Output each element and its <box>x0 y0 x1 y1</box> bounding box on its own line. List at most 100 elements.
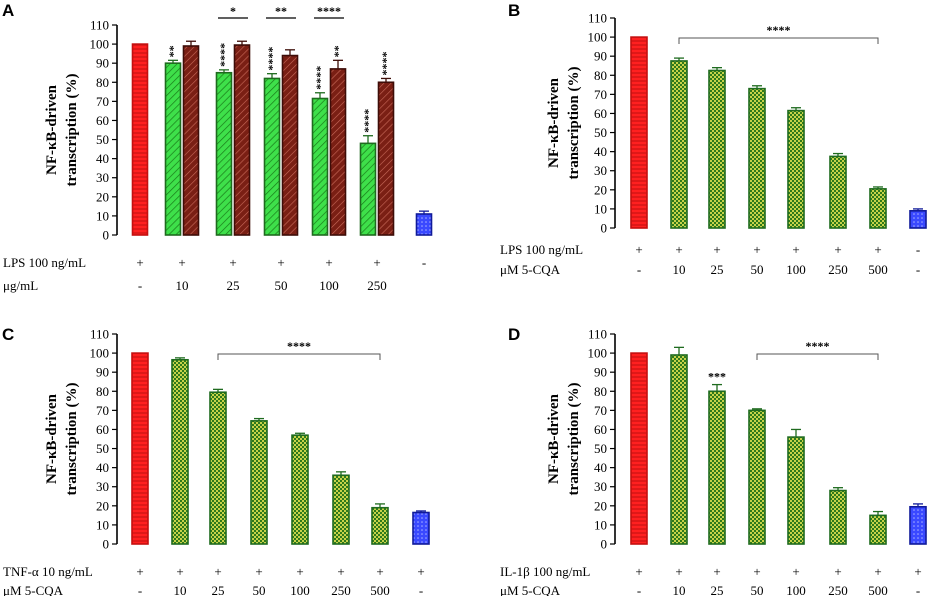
row-value-treatment: - <box>422 255 426 270</box>
row-value-concentration: 250 <box>828 262 848 277</box>
y-axis-label-line: transcription (%) <box>566 383 582 496</box>
row-value-treatment: + <box>792 564 799 579</box>
bar-blue <box>909 505 927 545</box>
y-tick-label: 20 <box>594 182 607 197</box>
y-tick-label: 100 <box>90 37 110 52</box>
row-value-treatment: + <box>834 242 841 257</box>
row-label-concentration: μM 5-CQA <box>500 262 561 277</box>
row-value-concentration: 25 <box>227 278 240 293</box>
bracket-significance-stars: **** <box>287 339 311 353</box>
y-tick-label: 0 <box>103 537 110 552</box>
row-value-concentration: 10 <box>176 278 189 293</box>
y-tick-label: 0 <box>601 221 608 236</box>
y-tick-label: 100 <box>588 346 608 361</box>
row-value-concentration: 250 <box>828 583 848 596</box>
y-tick-label: 30 <box>96 479 109 494</box>
row-label-concentration: μM 5-CQA <box>3 583 64 596</box>
row-value-treatment: + <box>376 564 383 579</box>
bar-khaki <box>332 474 350 545</box>
y-tick-label: 40 <box>594 144 607 159</box>
significance-stars: **** <box>361 109 375 133</box>
row-value-treatment: + <box>874 242 881 257</box>
bar-khaki <box>829 489 847 545</box>
row-label-treatment: LPS 100 ng/mL <box>3 255 86 270</box>
bar-khaki <box>708 69 726 229</box>
row-value-concentration: - <box>916 262 920 277</box>
bar-control <box>131 352 149 545</box>
y-tick-label: 50 <box>594 125 607 140</box>
y-tick-label: 110 <box>90 327 109 342</box>
y-tick-label: 90 <box>96 365 109 380</box>
y-tick-label: 40 <box>96 460 109 475</box>
y-tick-label: 70 <box>96 94 109 109</box>
y-tick-label: 0 <box>103 228 110 243</box>
row-value-concentration: 100 <box>786 583 806 596</box>
y-tick-label: 60 <box>96 422 109 437</box>
bracket-significance-stars: **** <box>806 339 830 353</box>
bar-brown <box>182 45 200 236</box>
row-value-concentration: 500 <box>868 262 888 277</box>
row-value-treatment: + <box>255 564 262 579</box>
significance-stars: *** <box>708 370 726 384</box>
row-value-concentration: 50 <box>253 583 266 596</box>
row-value-concentration: 10 <box>673 583 686 596</box>
significance-stars: ** <box>166 45 180 57</box>
row-value-concentration: 500 <box>868 583 888 596</box>
y-axis-label-line: NF-κB-driven <box>44 393 60 484</box>
panel-letter-c: C <box>2 325 14 344</box>
y-tick-label: 30 <box>594 479 607 494</box>
bar-khaki <box>787 436 805 545</box>
row-value-treatment: + <box>753 564 760 579</box>
row-value-treatment: + <box>337 564 344 579</box>
y-tick-label: 50 <box>96 132 109 147</box>
y-axis-label-line: NF-κB-driven <box>546 393 562 484</box>
bar-control <box>131 43 149 236</box>
y-tick-label: 10 <box>96 208 109 223</box>
bar-blue <box>412 511 430 545</box>
y-axis-label-line: NF-κB-driven <box>44 84 60 175</box>
bar-khaki <box>829 155 847 229</box>
y-tick-label: 10 <box>594 517 607 532</box>
pair-significance-stars: ** <box>275 4 287 18</box>
row-value-treatment: + <box>417 564 424 579</box>
significance-stars: **** <box>313 66 327 90</box>
row-value-treatment: + <box>373 255 380 270</box>
row-value-treatment: + <box>635 564 642 579</box>
row-value-treatment: + <box>229 255 236 270</box>
panel-letter-b: B <box>508 1 520 20</box>
y-axis-label-d: NF-κB-driven transcription (%) <box>546 383 582 496</box>
bar-khaki <box>748 409 766 545</box>
row-value-treatment: + <box>136 255 143 270</box>
pair-significance-stars: * <box>230 4 236 18</box>
y-axis-label-line: transcription (%) <box>64 383 80 496</box>
bar-khaki <box>869 188 887 229</box>
y-tick-label: 70 <box>96 403 109 418</box>
y-tick-label: 70 <box>594 87 607 102</box>
y-tick-label: 10 <box>96 517 109 532</box>
y-tick-label: 50 <box>594 441 607 456</box>
bar-brown <box>329 68 347 236</box>
significance-bracket <box>217 353 381 360</box>
y-tick-label: 110 <box>588 11 607 26</box>
row-value-concentration: - <box>916 583 920 596</box>
row-value-concentration: 100 <box>786 262 806 277</box>
row-value-concentration: 250 <box>367 278 387 293</box>
y-tick-label: 100 <box>90 346 110 361</box>
y-axis-label-a: NF-κB-driven transcription (%) <box>44 74 80 187</box>
y-tick-label: 110 <box>588 327 607 342</box>
y-tick-label: 80 <box>594 68 607 83</box>
bar-khaki <box>670 60 688 229</box>
row-value-concentration: 100 <box>290 583 310 596</box>
y-tick-label: 30 <box>96 170 109 185</box>
significance-stars: **** <box>265 47 279 71</box>
y-axis-label-line: NF-κB-driven <box>546 77 562 168</box>
row-value-treatment: + <box>277 255 284 270</box>
row-label-concentration: μM 5-CQA <box>500 583 561 596</box>
bar-brown <box>233 44 251 236</box>
bar-brown <box>377 81 395 236</box>
row-value-concentration: 25 <box>711 583 724 596</box>
row-label-treatment: TNF-α 10 ng/mL <box>3 564 93 579</box>
bar-green <box>359 142 377 236</box>
row-value-concentration: - <box>138 278 142 293</box>
row-value-treatment: + <box>713 564 720 579</box>
